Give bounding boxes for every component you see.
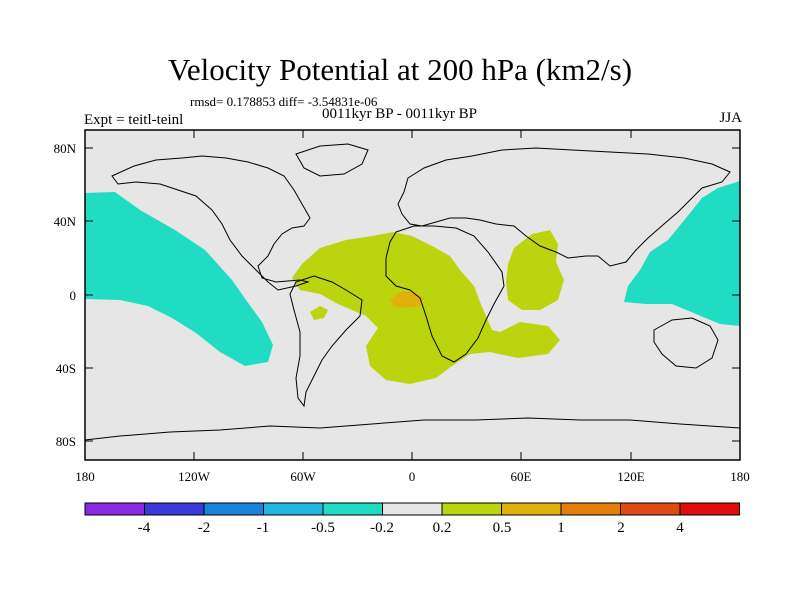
colorbar-label: -1 — [256, 520, 270, 536]
negative-anomaly-pacific-west-tail — [702, 290, 740, 302]
positive-anomaly-south-america-small — [310, 306, 328, 320]
experiment-label: Expt = teitl-teinl — [84, 112, 184, 128]
colorbar-swatch — [84, 502, 145, 516]
period-label: 0011kyr BP - 0011kyr BP — [322, 106, 478, 122]
lon-label-0: 0 — [408, 469, 416, 484]
colorbar-swatch — [382, 502, 443, 516]
colorbar-label: 0.5 — [492, 520, 512, 536]
negative-anomaly-pacific-west — [624, 181, 740, 326]
coast-greenland — [295, 143, 369, 177]
colorbar-label: 1 — [557, 520, 565, 536]
colorbar-label: -0.2 — [370, 520, 394, 536]
coast-antarctica — [84, 417, 741, 441]
lat-label-80s: 80S — [55, 434, 76, 449]
coast-europe-asia — [397, 147, 731, 267]
strong-positive-anomaly — [390, 292, 424, 308]
lat-label-0: 0 — [69, 288, 77, 303]
lon-label-120w: 120W — [178, 469, 210, 484]
colorbar-swatch — [620, 502, 681, 516]
colorbar-swatch — [144, 502, 205, 516]
season-label: JJA — [719, 110, 742, 126]
lon-label-180e: 180 — [730, 469, 750, 484]
lon-label-180w: 180 — [75, 469, 95, 484]
colorbar-swatch — [679, 502, 740, 516]
colorbar-label: -0.5 — [311, 520, 335, 536]
coast-australia — [653, 317, 719, 369]
stats-line: rmsd= 0.178853 diff= -3.54831e-06 — [190, 94, 378, 109]
map-title: Velocity Potential at 200 hPa (km2/s) — [167, 52, 633, 87]
lat-label-40s: 40S — [55, 361, 76, 376]
lon-label-120e: 120E — [617, 469, 645, 484]
colorbar-label: -4 — [137, 520, 151, 536]
negative-anomaly-pacific-east — [85, 192, 273, 366]
positive-anomaly-atlantic-africa — [292, 232, 560, 384]
colorbar-swatch — [501, 502, 562, 516]
colorbar-swatch — [441, 502, 502, 516]
colorbar-label: 2 — [617, 520, 625, 536]
colorbar-swatch — [322, 502, 383, 516]
lat-label-40n: 40N — [53, 214, 76, 229]
lon-label-60w: 60W — [290, 469, 316, 484]
coast-africa — [385, 225, 505, 363]
lat-label-80n: 80N — [53, 141, 76, 156]
coast-north-america — [111, 155, 311, 291]
lon-label-60e: 60E — [510, 469, 532, 484]
colorbar-swatch — [203, 502, 264, 516]
coast-south-america — [289, 275, 363, 408]
colorbar-swatch — [263, 502, 324, 516]
colorbar — [84, 502, 740, 516]
colorbar-swatch — [560, 502, 621, 516]
colorbar-label: -2 — [197, 520, 211, 536]
colorbar-label: 4 — [676, 520, 684, 536]
colorbar-label: 0.2 — [432, 520, 452, 536]
